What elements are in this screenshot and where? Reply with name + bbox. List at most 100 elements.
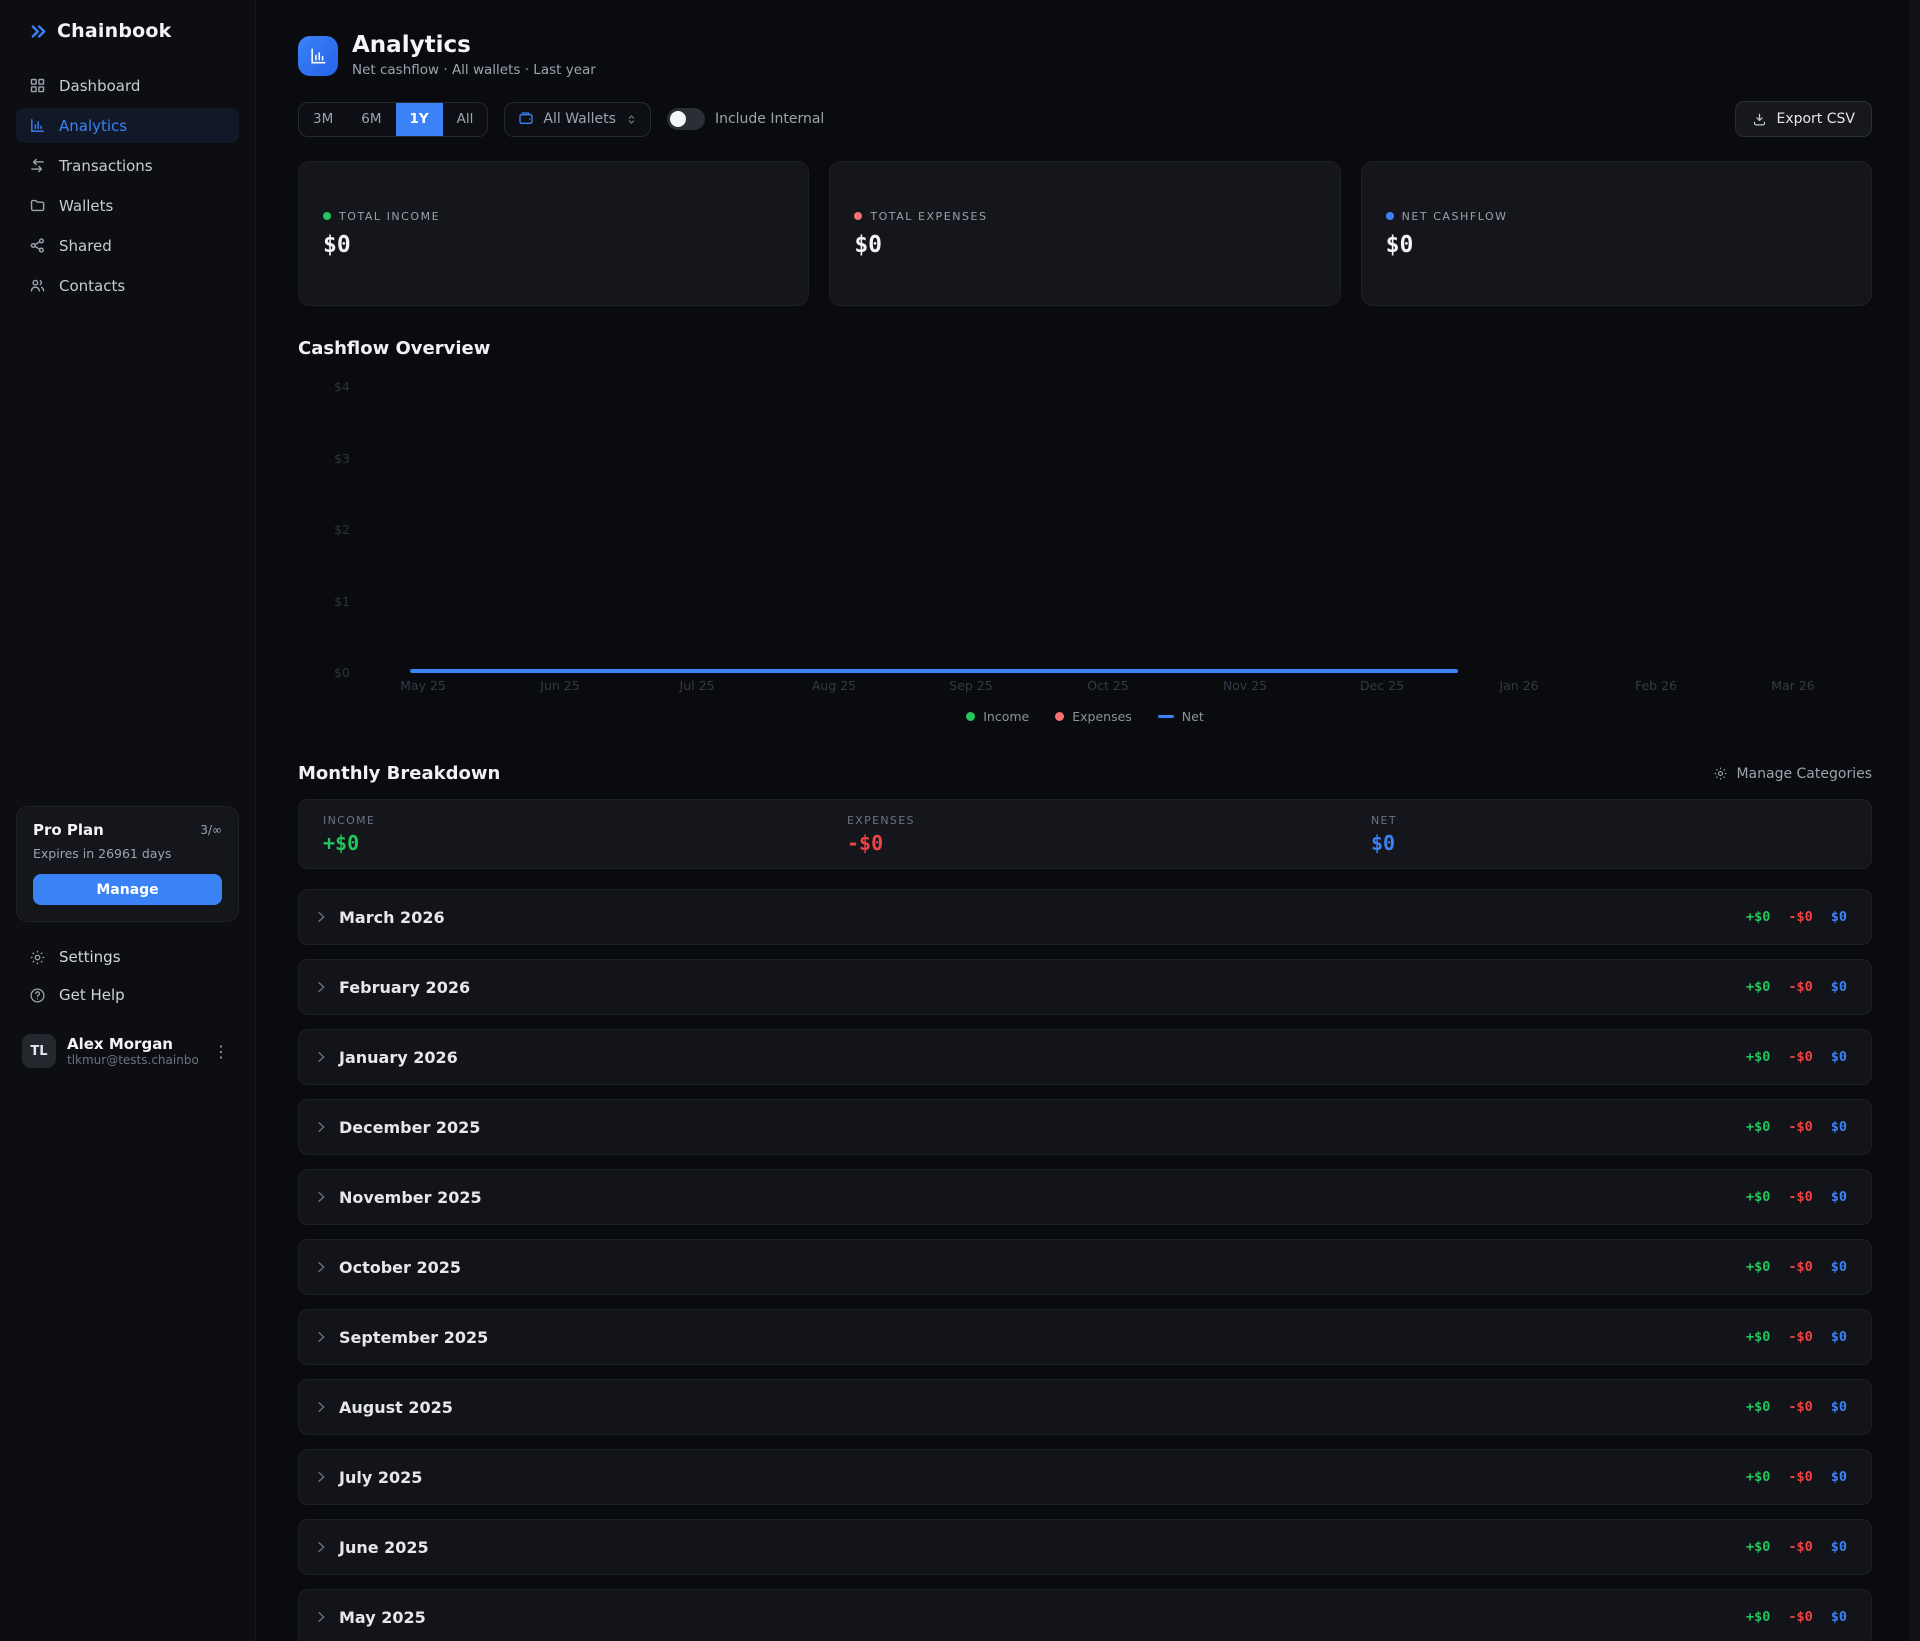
sidebar-item-label: Wallets [59, 196, 114, 215]
include-internal-toggle[interactable] [666, 108, 705, 131]
range-6m-button[interactable]: 6M [347, 103, 395, 136]
sidebar-item-settings[interactable]: Settings [20, 940, 235, 974]
month-row-january-2026[interactable]: January 2026 +$0 -$0 $0 [298, 1029, 1872, 1086]
row-net: $0 [1830, 1609, 1847, 1626]
month-row-march-2026[interactable]: March 2026 +$0 -$0 $0 [298, 889, 1872, 946]
row-net: $0 [1830, 1469, 1847, 1486]
x-tick: May 25 [400, 678, 446, 694]
chevron-right-icon [313, 1329, 329, 1345]
sidebar-item-shared[interactable]: Shared [16, 228, 239, 263]
totals-expenses-label: EXPENSES [847, 813, 915, 827]
stat-label: TOTAL INCOME [339, 209, 441, 223]
expenses-dot-icon [854, 212, 863, 221]
month-label: March 2026 [339, 907, 445, 927]
x-tick: Nov 25 [1222, 678, 1268, 694]
plan-expiry: Expires in 26961 days [33, 846, 172, 861]
month-label: June 2025 [339, 1537, 429, 1557]
people-icon [29, 277, 46, 294]
legend-label: Net [1181, 709, 1204, 725]
y-tick: $3 [334, 451, 350, 467]
row-expenses: -$0 [1788, 1049, 1813, 1066]
month-row-may-2025[interactable]: May 2025 +$0 -$0 $0 [298, 1589, 1872, 1641]
sidebar-item-wallets[interactable]: Wallets [16, 188, 239, 223]
stat-label: NET CASHFLOW [1401, 209, 1508, 223]
x-tick: Jun 25 [540, 678, 580, 694]
row-income: +$0 [1745, 1329, 1771, 1346]
monthly-rows: March 2026 +$0 -$0 $0 February 2026 +$0 -$0… [298, 889, 1872, 1641]
month-row-october-2025[interactable]: October 2025 +$0 -$0 $0 [298, 1239, 1872, 1296]
month-label: July 2025 [339, 1467, 423, 1487]
user-account[interactable]: TL Alex Morgan tlkmur@tests.chainboo... … [16, 1034, 239, 1068]
chevron-right-icon [313, 1119, 329, 1135]
wallet-filter-select[interactable]: All Wallets [504, 101, 651, 137]
row-net: $0 [1830, 909, 1847, 926]
row-net: $0 [1830, 1399, 1847, 1416]
month-row-november-2025[interactable]: November 2025 +$0 -$0 $0 [298, 1169, 1872, 1226]
brand-logo: Chainbook [0, 0, 255, 60]
question-circle-icon [29, 987, 46, 1004]
sidebar-footer-links: Settings Get Help [16, 940, 239, 1012]
sidebar-item-label: Transactions [59, 156, 153, 175]
sidebar-item-label: Contacts [59, 276, 126, 295]
x-tick: Oct 25 [1087, 678, 1129, 694]
page-header: Analytics Net cashflow · All wallets · L… [298, 32, 1872, 78]
plan-name: Pro Plan [33, 821, 104, 839]
row-net: $0 [1830, 1119, 1847, 1136]
bar-chart-icon [29, 117, 46, 134]
chevron-right-icon [313, 1539, 329, 1555]
wallet-filter-value: All Wallets [543, 111, 616, 128]
legend-label: Expenses [1072, 709, 1132, 725]
include-internal-label: Include Internal [714, 111, 825, 128]
row-expenses: -$0 [1788, 979, 1813, 996]
manage-categories-button[interactable]: Manage Categories [1713, 766, 1872, 782]
x-tick: Sep 25 [949, 678, 993, 694]
month-label: October 2025 [339, 1257, 462, 1277]
page-title: Analytics [352, 32, 471, 58]
month-row-december-2025[interactable]: December 2025 +$0 -$0 $0 [298, 1099, 1872, 1156]
row-net: $0 [1830, 979, 1847, 996]
month-row-september-2025[interactable]: September 2025 +$0 -$0 $0 [298, 1309, 1872, 1366]
chevron-right-icon [313, 1259, 329, 1275]
sidebar-item-get-help[interactable]: Get Help [20, 978, 235, 1012]
kebab-menu-icon[interactable]: ⋮ [213, 1041, 229, 1061]
monthly-totals-strip: INCOME +$0 EXPENSES -$0 NET $0 [298, 799, 1872, 870]
range-1y-button[interactable]: 1Y [395, 102, 443, 136]
share-nodes-icon [29, 237, 46, 254]
month-row-june-2025[interactable]: June 2025 +$0 -$0 $0 [298, 1519, 1872, 1576]
chevron-right-icon [313, 1399, 329, 1415]
filter-bar: 3M 6M 1Y All All Wallets Include Interna… [298, 101, 1872, 138]
sidebar-item-dashboard[interactable]: Dashboard [16, 68, 239, 103]
range-segmented-control: 3M 6M 1Y All [298, 101, 489, 137]
scrollbar-track[interactable] [1910, 0, 1920, 1641]
totals-expenses-col: EXPENSES -$0 [823, 814, 1347, 855]
sidebar-item-analytics[interactable]: Analytics [16, 108, 239, 143]
sidebar-item-transactions[interactable]: Transactions [16, 148, 239, 183]
y-tick: $4 [334, 379, 350, 395]
range-all-button[interactable]: All [443, 103, 488, 136]
chevron-right-icon [313, 1189, 329, 1205]
sidebar-item-label: Shared [59, 236, 112, 255]
gear-icon [1713, 766, 1728, 781]
range-3m-button[interactable]: 3M [299, 103, 347, 136]
legend-income: Income [966, 709, 1029, 724]
swap-arrows-icon [29, 157, 46, 174]
sidebar-item-contacts[interactable]: Contacts [16, 268, 239, 303]
chainbook-logo-icon [30, 23, 47, 40]
row-net: $0 [1830, 1049, 1847, 1066]
cashflow-chart: $4 $3 $2 $1 $0 May 25 Jun 25 Jul 25 Aug … [298, 365, 1872, 737]
sidebar-nav: Dashboard Analytics Transactions Wallets [0, 60, 255, 311]
row-income: +$0 [1745, 1259, 1771, 1276]
row-net: $0 [1830, 1259, 1847, 1276]
manage-plan-button[interactable]: Manage [33, 874, 222, 905]
net-cashflow-value: $0 [1385, 231, 1414, 258]
row-income: +$0 [1745, 1469, 1771, 1486]
export-csv-button[interactable]: Export CSV [1735, 101, 1872, 138]
totals-income-col: INCOME +$0 [299, 814, 823, 855]
month-row-july-2025[interactable]: July 2025 +$0 -$0 $0 [298, 1449, 1872, 1506]
row-net: $0 [1830, 1189, 1847, 1206]
y-tick: $0 [334, 665, 350, 681]
month-row-august-2025[interactable]: August 2025 +$0 -$0 $0 [298, 1379, 1872, 1436]
user-name: Alex Morgan [67, 1034, 173, 1053]
month-row-february-2026[interactable]: February 2026 +$0 -$0 $0 [298, 959, 1872, 1016]
x-tick: Jan 26 [1499, 678, 1539, 694]
